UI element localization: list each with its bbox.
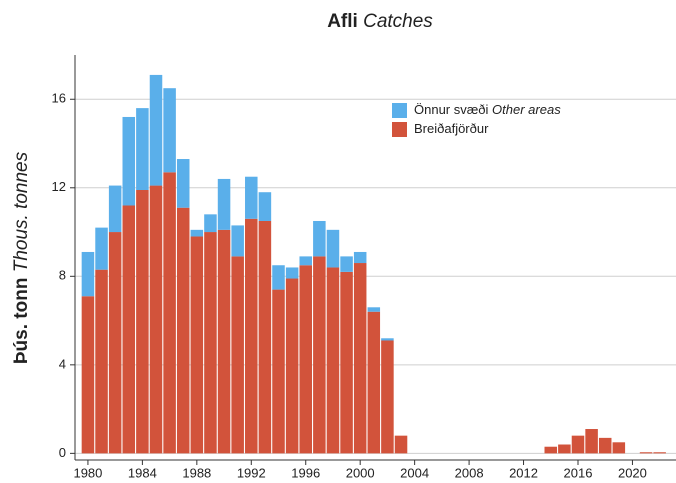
bar (544, 446, 558, 454)
title-en: Catches (363, 11, 433, 32)
x-tick-label: 1984 (128, 465, 157, 480)
legend-name-en: Other areas (492, 102, 561, 117)
bar (340, 256, 353, 272)
bar (136, 190, 149, 454)
bar (258, 220, 272, 454)
bar (639, 452, 653, 454)
legend-label: Önnur svæði Other areas (414, 102, 561, 117)
bar (558, 444, 571, 454)
bar (81, 296, 95, 454)
bar (381, 340, 394, 454)
y-axis-label: Þús. tonn Thous. tonnes (11, 151, 32, 364)
bar (231, 256, 244, 454)
bar (149, 185, 163, 454)
ylabel-en: Thous. tonnes (11, 151, 32, 272)
bar (108, 232, 122, 454)
bar (217, 178, 231, 230)
bar (353, 251, 367, 264)
legend-label: Breiðafjörður (414, 121, 489, 136)
y-tick-label: 4 (59, 356, 66, 371)
bar (204, 214, 217, 233)
bar (190, 229, 204, 237)
bar (313, 220, 326, 257)
bar (245, 176, 258, 219)
x-tick-label: 2004 (400, 465, 429, 480)
y-tick-label: 8 (59, 268, 66, 283)
bar (95, 269, 108, 454)
y-tick-label: 16 (52, 91, 66, 106)
bar (285, 278, 299, 454)
bar (272, 265, 285, 290)
bar (285, 267, 299, 279)
bar (258, 192, 272, 221)
bar (299, 265, 312, 454)
x-tick-label: 1988 (182, 465, 211, 480)
bar (231, 225, 244, 257)
bar (149, 74, 163, 186)
bar (245, 218, 258, 454)
bar (163, 88, 176, 173)
bar (176, 207, 190, 454)
bar (571, 435, 585, 454)
bar (217, 229, 231, 454)
bar (313, 256, 326, 454)
bar (340, 271, 353, 454)
bar (326, 229, 340, 268)
bar (108, 185, 122, 233)
bar (353, 263, 367, 454)
x-tick-label: 2016 (564, 465, 593, 480)
bar (190, 236, 204, 454)
bar (367, 311, 381, 454)
bar (585, 429, 598, 454)
bar (122, 116, 136, 206)
bar (163, 172, 176, 454)
bar (95, 227, 108, 270)
bar (299, 256, 312, 266)
legend-swatch (392, 122, 407, 137)
x-tick-label: 1980 (73, 465, 102, 480)
bar (598, 437, 612, 454)
y-tick-label: 12 (52, 179, 66, 194)
title-is: Afli (327, 11, 358, 32)
x-tick-label: 2008 (455, 465, 484, 480)
bar (394, 435, 408, 454)
bar (204, 232, 217, 454)
x-tick-label: 2020 (618, 465, 647, 480)
legend-name: Önnur svæði (414, 102, 489, 117)
x-tick-label: 1992 (237, 465, 266, 480)
x-tick-label: 2000 (346, 465, 375, 480)
legend-name: Breiðafjörður (414, 121, 489, 136)
legend-swatch (392, 103, 407, 118)
bar (326, 267, 340, 454)
ylabel-is: Þús. tonn (11, 278, 32, 365)
y-tick-label: 0 (59, 445, 66, 460)
bar (176, 159, 190, 208)
bar (136, 108, 149, 190)
bar (367, 307, 381, 312)
bar (81, 251, 95, 297)
chart-title: Afli Catches (327, 11, 433, 32)
bar (272, 289, 285, 454)
x-tick-label: 1996 (291, 465, 320, 480)
bar (122, 205, 136, 454)
bar (653, 452, 666, 454)
bar (381, 338, 394, 341)
bar (612, 442, 626, 454)
x-tick-label: 2012 (509, 465, 538, 480)
